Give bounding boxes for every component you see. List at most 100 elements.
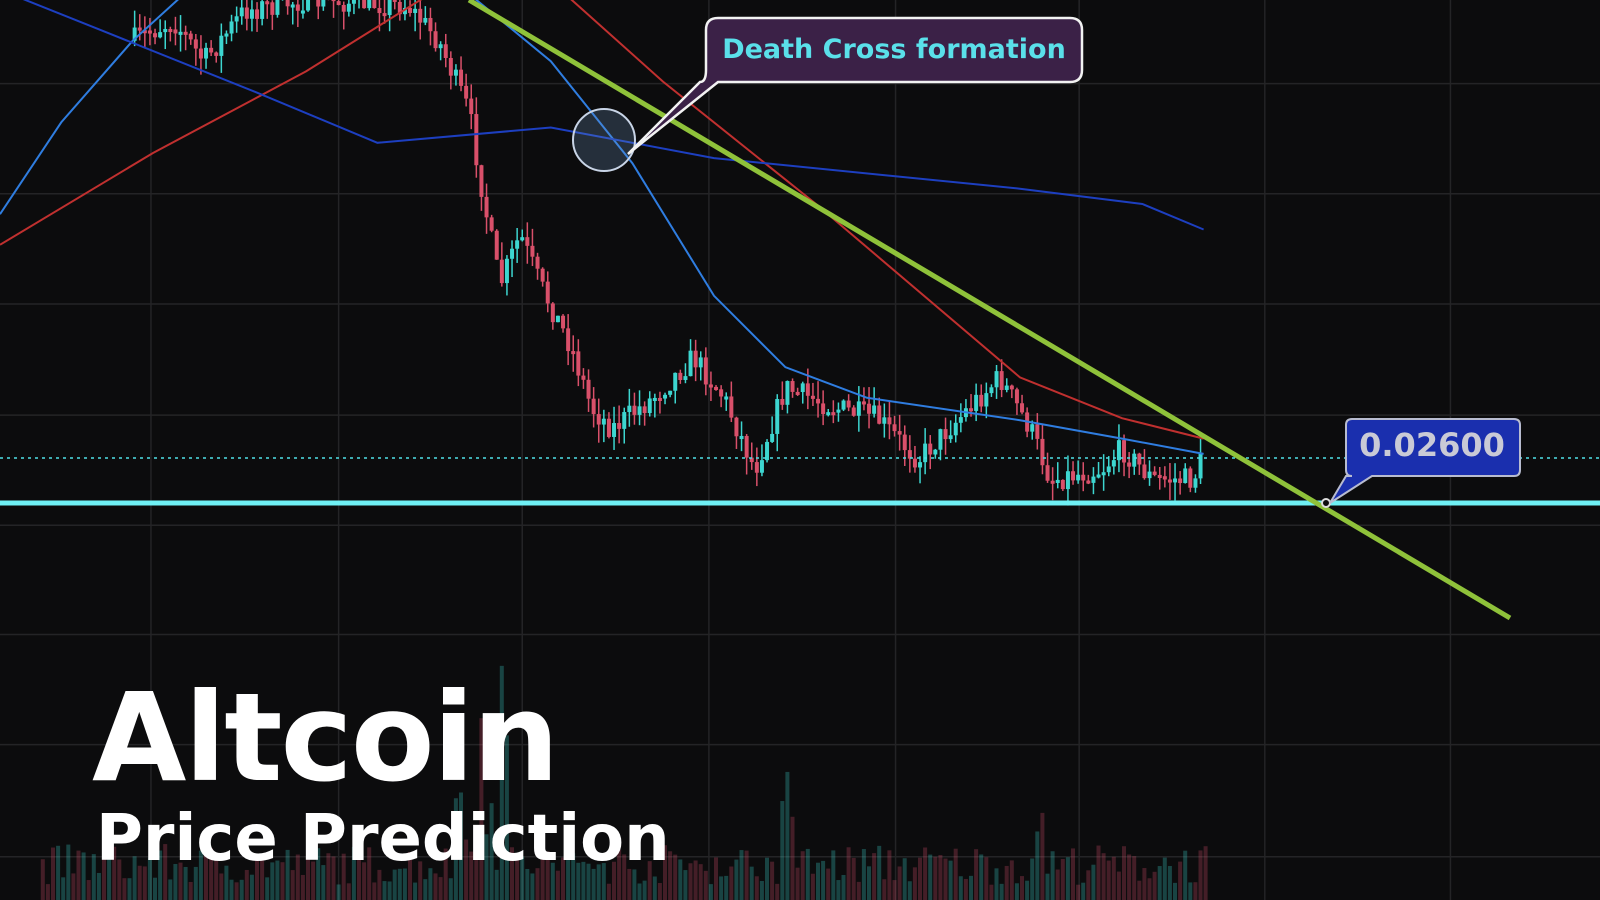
volume-bar — [846, 847, 851, 900]
volume-bar — [1096, 845, 1101, 900]
volume-bar — [300, 874, 305, 900]
candle-body — [1020, 403, 1025, 413]
volume-bar — [295, 854, 300, 900]
candle-body — [229, 21, 234, 34]
candle-body — [540, 268, 545, 282]
candle-body — [1106, 466, 1111, 473]
candle-body — [443, 44, 448, 58]
volume-bar — [428, 868, 433, 900]
volume-bar — [1111, 856, 1116, 900]
candle-body — [872, 405, 877, 414]
candle-body — [163, 28, 168, 33]
volume-bar — [591, 868, 596, 900]
volume-bar — [836, 880, 841, 900]
candle-body — [474, 114, 479, 166]
volume-bar — [392, 869, 397, 900]
volume-bar — [1127, 854, 1132, 900]
volume-bar — [744, 850, 749, 900]
volume-bar — [71, 873, 76, 900]
volume-bar — [535, 868, 540, 900]
candle-body — [545, 281, 550, 304]
volume-bar — [336, 884, 341, 900]
candle-body — [647, 398, 652, 414]
volume-bar — [805, 848, 810, 900]
volume-bar — [1065, 857, 1070, 900]
candle-body — [785, 381, 790, 405]
candle-body — [795, 391, 800, 395]
volume-bar — [1188, 882, 1193, 900]
candle-body — [438, 44, 443, 49]
candle-body — [586, 379, 591, 399]
volume-bar — [928, 854, 933, 900]
candle-body — [275, 0, 280, 15]
candle-body — [510, 248, 515, 259]
candle-body — [861, 401, 866, 405]
volume-bar — [724, 875, 729, 900]
volume-bar — [734, 859, 739, 900]
volume-bar — [540, 858, 545, 900]
volume-bar — [357, 845, 361, 900]
candle-body — [907, 450, 912, 459]
volume-bar — [708, 884, 713, 900]
volume-bar — [448, 878, 453, 900]
candle-body — [999, 371, 1004, 390]
volume-bar — [209, 848, 214, 900]
candle-body — [1065, 471, 1070, 490]
volume-bar — [515, 855, 520, 900]
volume-bar — [510, 847, 514, 900]
candle-body — [688, 350, 693, 377]
candle-body — [1162, 476, 1167, 480]
volume-bar — [418, 861, 423, 900]
volume-bar — [382, 881, 387, 900]
candle-body — [306, 0, 311, 11]
candle-body — [1173, 478, 1178, 483]
volume-bar — [270, 862, 275, 900]
volume-bar — [683, 870, 688, 900]
volume-bar — [953, 848, 958, 900]
candle-body — [132, 27, 137, 41]
trend-line — [467, 0, 1512, 621]
volume-bar — [902, 858, 907, 900]
candle-body — [1060, 479, 1065, 490]
volume-bar — [647, 861, 652, 900]
volume-bar — [714, 857, 718, 900]
candle-body — [387, 0, 392, 16]
volume-bar — [367, 847, 372, 900]
volume-bar — [703, 870, 708, 900]
cross-marker — [572, 108, 636, 172]
volume-bar — [81, 852, 86, 900]
volume-bar — [1055, 869, 1060, 900]
candle-body — [673, 372, 678, 391]
candle-body — [989, 387, 994, 394]
volume-bar — [693, 860, 698, 900]
candle-body — [1050, 480, 1055, 484]
candle-body — [790, 381, 795, 392]
candle-body — [188, 33, 193, 40]
volume-bar — [749, 866, 754, 900]
volume-bar — [260, 856, 265, 900]
volume-bar — [117, 859, 122, 900]
candle-body — [800, 383, 805, 393]
volume-bar — [290, 870, 295, 900]
volume-bar — [918, 857, 922, 900]
volume-bar — [933, 856, 938, 900]
candle-body — [402, 7, 407, 15]
candle-body — [1152, 471, 1157, 475]
volume-bar — [984, 857, 989, 900]
candle-body — [244, 7, 249, 19]
candle-body — [974, 394, 979, 411]
volume-bar — [433, 873, 438, 900]
candle-body — [775, 399, 780, 434]
volume-bar — [816, 862, 820, 900]
volume-bar — [800, 851, 805, 900]
candle-body — [1147, 471, 1152, 479]
volume-bar — [40, 859, 45, 900]
candle-body — [469, 98, 474, 115]
volume-bar — [443, 848, 448, 900]
candle-body — [744, 435, 749, 458]
volume-bar — [102, 853, 106, 900]
volume-bar — [311, 861, 316, 900]
volume-bar — [775, 883, 780, 900]
volume-bar — [61, 877, 66, 900]
